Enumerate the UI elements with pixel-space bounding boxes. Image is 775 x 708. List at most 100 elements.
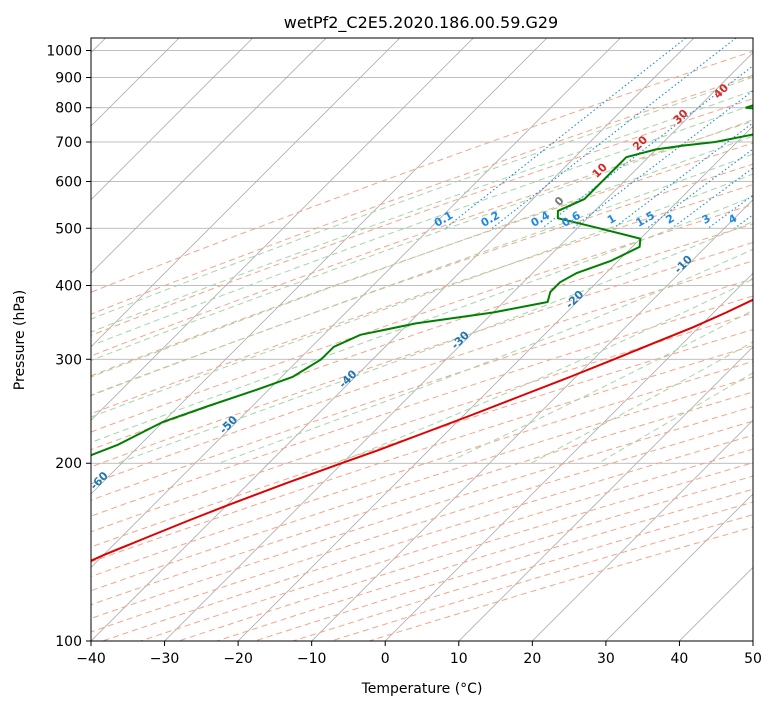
mixing-ratio-label: 1.5 [634, 209, 657, 230]
y-tick-label: 500 [55, 221, 82, 237]
dry-adiabat-line [91, 376, 753, 592]
mixing-ratio-label: 0.4 [529, 209, 553, 230]
dry-adiabat-line [369, 526, 753, 641]
moist-adiabat-line [91, 90, 753, 333]
y-tick-label: 700 [55, 135, 82, 151]
theta-label: 20 [630, 133, 650, 153]
chart-title: wetPf2_C2E5.2020.186.00.59.G29 [284, 13, 558, 33]
dry-adiabat-line [91, 74, 753, 315]
x-tick-label: 40 [671, 651, 689, 667]
theta-label: 30 [671, 106, 691, 126]
isotherm-label: -30 [449, 328, 472, 351]
isotherm-line [384, 272, 753, 641]
dry-adiabat-line [91, 50, 753, 293]
isotherm-line [91, 38, 327, 274]
y-axis-title: Pressure (hPa) [12, 290, 28, 390]
mixing-ratio-line [445, 38, 687, 229]
mixing-ratio-line [572, 90, 753, 229]
isotherm-line [752, 640, 753, 641]
dry-adiabat-line [91, 295, 753, 517]
mixing-ratio-line [491, 38, 737, 229]
x-tick-label: 50 [744, 651, 762, 667]
isotherm-label: -40 [336, 367, 359, 390]
mixing-ratio-label: 0.1 [432, 209, 455, 230]
y-tick-label: 300 [55, 352, 82, 368]
y-tick-label: 400 [55, 278, 82, 294]
y-tick-label: 800 [55, 101, 82, 117]
mixing-ratio-label: 2 [663, 212, 676, 227]
x-axis-title: Temperature (°C) [361, 681, 483, 697]
dry-adiabat-line [254, 488, 753, 641]
dry-adiabat-line [330, 514, 753, 641]
y-tick-label: 200 [55, 456, 82, 472]
plot-frame [90, 37, 754, 642]
x-tick-label: −10 [297, 651, 327, 667]
y-tick-label: 600 [55, 175, 82, 191]
x-tick-label: 30 [597, 651, 615, 667]
dry-adiabat-line [91, 120, 753, 357]
isotherm-line [91, 38, 695, 641]
x-tick-label: 20 [523, 651, 541, 667]
isotherm-line [91, 38, 548, 495]
mixing-ratio-line [613, 122, 753, 229]
x-tick-label: −30 [150, 651, 180, 667]
mixing-ratio-line [734, 214, 753, 229]
moist-adiabat-line [336, 278, 753, 464]
theta-label: 40 [711, 81, 731, 101]
isotherm-line [91, 38, 253, 201]
dry-adiabat-line [91, 278, 753, 501]
isotherm-line [311, 199, 753, 641]
y-tick-label: 100 [55, 634, 82, 650]
mixing-ratio-line [646, 148, 753, 229]
moist-adiabat-line [530, 341, 753, 464]
dry-adiabat-line [102, 434, 753, 641]
y-axis: 1000 900 800 700 600 500 400 300 200 100 [46, 44, 91, 650]
x-tick-label: −20 [223, 651, 253, 667]
isotherm-line [532, 419, 753, 641]
y-tick-label: 1000 [46, 44, 82, 60]
moist-adiabat-line [445, 309, 753, 464]
moist-adiabat-line [218, 248, 753, 464]
dry-adiabat-line [91, 184, 753, 415]
theta-label: 0 [552, 194, 567, 209]
dry-adiabat-line [91, 345, 753, 563]
isotherm-line [679, 566, 753, 641]
isotherm-line [91, 38, 621, 568]
isotherm-line [164, 52, 753, 641]
isotherm-line [605, 493, 753, 641]
moist-adiabat-line [91, 195, 753, 444]
mixing-ratio-line [671, 167, 753, 229]
dry-adiabat-line [292, 501, 753, 641]
mixing-ratio-line [541, 65, 753, 229]
isotherm-label: -10 [672, 253, 695, 276]
isotherm-line [458, 346, 753, 641]
dry-adiabat-line [91, 328, 753, 548]
mixing-ratio-label: 3 [700, 212, 713, 227]
dry-adiabat-line [91, 420, 753, 633]
x-tick-label: 10 [450, 651, 468, 667]
x-axis: −40 −30 −20 −10 0 10 20 30 40 50 [76, 641, 762, 667]
moist-adiabat-line [91, 135, 753, 378]
moist-adiabat-line [91, 119, 753, 362]
moist-adiabat-line [91, 173, 753, 418]
dry-adiabat-line [91, 241, 753, 468]
mixing-ratio-line [707, 194, 753, 229]
isotherm-line [91, 38, 474, 421]
mixing-ratio-label: 1 [605, 212, 618, 227]
isotherm-label: -50 [217, 413, 240, 436]
mixing-ratio-label: 6 [765, 212, 775, 227]
temperature-profile-line [91, 298, 753, 562]
plot-area: -100-90-80-70-60-50-40-30-20-100.10.20.4… [91, 38, 775, 641]
dry-adiabat-line [91, 163, 753, 396]
mixing-ratio-label: 0.2 [479, 209, 502, 230]
isotherm-line [237, 125, 753, 641]
x-tick-label: −40 [76, 651, 106, 667]
isotherm-line [91, 38, 401, 348]
y-tick-label: 900 [55, 71, 82, 87]
dewpoint-profile-line [91, 104, 753, 457]
dry-adiabat-line [91, 142, 753, 377]
moist-adiabat-line [91, 104, 753, 347]
moist-adiabat-line [91, 76, 753, 320]
moist-adiabat-line [91, 153, 753, 397]
